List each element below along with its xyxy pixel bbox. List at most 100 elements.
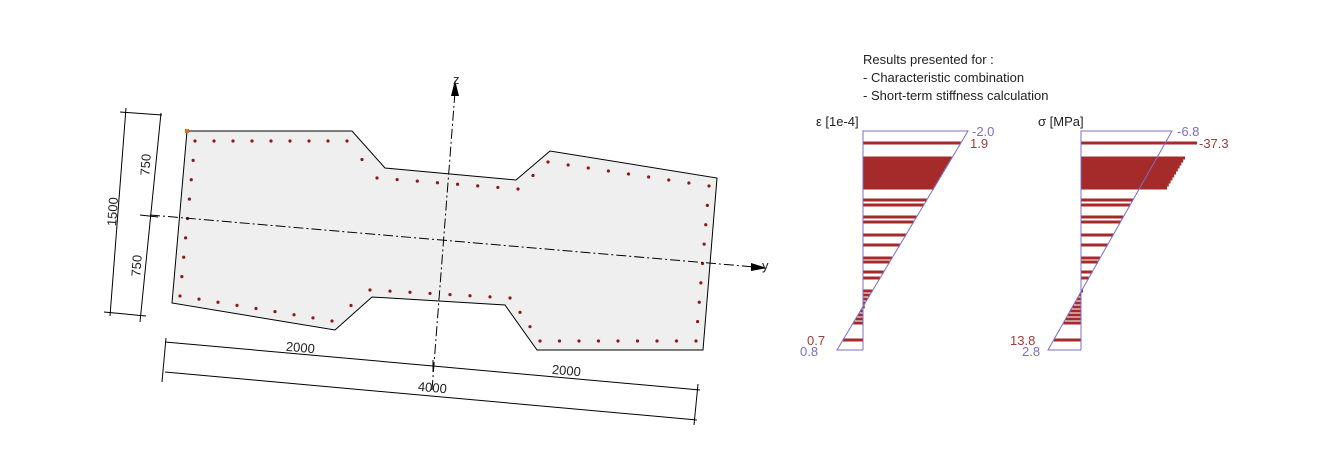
rebar	[606, 169, 610, 173]
dimension-label: 4000	[417, 379, 447, 396]
rebar	[180, 275, 184, 279]
results-line: - Short-term stiffness calculation	[863, 88, 1048, 103]
stress-bar	[1053, 338, 1081, 342]
rebar	[189, 178, 193, 182]
rebar	[250, 139, 254, 143]
stress-bar	[1067, 313, 1081, 317]
stress-bar	[1063, 321, 1081, 325]
rebar	[667, 178, 671, 182]
strain-bar	[863, 270, 884, 274]
strain-bar	[863, 186, 934, 190]
value-label: -6.8	[1177, 124, 1199, 139]
stress-bar	[1081, 256, 1101, 260]
rebar	[292, 313, 296, 317]
stress-bar	[1065, 317, 1081, 321]
strain-bar	[863, 293, 870, 297]
rebar	[488, 295, 492, 299]
stress-bar	[1081, 203, 1131, 207]
axis-label: y	[762, 258, 769, 273]
rebar	[616, 339, 620, 343]
rebar	[508, 296, 512, 300]
rebar	[273, 310, 277, 314]
dimension-label: 2000	[285, 339, 315, 356]
stress-bar	[1081, 186, 1167, 190]
strain-bar	[863, 162, 949, 166]
rebar	[197, 297, 201, 301]
axes	[149, 91, 756, 391]
strain-bar	[862, 305, 865, 309]
rebar	[326, 139, 330, 143]
strain-bar	[863, 243, 900, 247]
rebar	[455, 182, 460, 186]
stress-bar	[1081, 233, 1114, 237]
diagram-label: σ [MPa]	[1038, 114, 1084, 129]
rebar	[288, 139, 292, 143]
rebar	[191, 158, 195, 162]
value-label: 13.8	[1010, 333, 1035, 348]
rebar	[330, 319, 334, 323]
stress-bar	[1079, 293, 1082, 297]
rebar	[635, 339, 640, 343]
rebar	[388, 289, 392, 293]
rebar	[307, 139, 311, 143]
y-axis	[149, 214, 756, 268]
stress-bar	[1076, 297, 1081, 301]
strain-bar	[863, 301, 866, 305]
strain-bar	[863, 159, 951, 163]
rebar	[349, 303, 353, 308]
rebar	[516, 187, 520, 191]
stress-bar	[1070, 309, 1081, 313]
stress-bar	[1081, 198, 1133, 202]
strain-bar	[863, 168, 945, 172]
stress-bar	[1081, 174, 1175, 178]
stress-bar	[1081, 289, 1083, 293]
strain-bar	[843, 338, 863, 342]
stress-bar	[1081, 270, 1093, 274]
rebar	[586, 166, 590, 170]
rebar	[375, 176, 379, 180]
rebar	[395, 177, 399, 182]
stress-bar	[1072, 305, 1081, 309]
strain-bar	[863, 183, 936, 187]
strain-bar	[863, 156, 952, 160]
strain-bar	[855, 317, 863, 321]
strain-bar	[863, 233, 906, 237]
strain-bar	[863, 276, 881, 280]
strain-bar	[863, 177, 940, 181]
rebar	[311, 316, 315, 320]
rebar	[368, 288, 372, 292]
value-label: -37.3	[1199, 136, 1229, 151]
stress-bar	[1081, 171, 1176, 175]
rebar	[531, 173, 535, 178]
rebar	[707, 184, 711, 188]
rebar	[655, 339, 659, 343]
results-heading: Results presented for :	[863, 52, 994, 67]
rebar	[428, 291, 432, 296]
stress-bar	[1081, 168, 1178, 172]
value-label: 2.8	[1022, 344, 1040, 359]
strain-bar	[863, 180, 938, 184]
stress-bar	[1081, 220, 1121, 224]
strain-bar	[863, 198, 927, 202]
axis-label: z	[453, 72, 460, 87]
result-bars	[843, 141, 1197, 342]
y-arrow	[751, 263, 767, 271]
rebars	[178, 139, 711, 343]
rebar	[496, 185, 500, 190]
rebar	[254, 306, 258, 311]
strain-bar	[857, 313, 863, 317]
value-label: 0.8	[800, 344, 818, 359]
strain-bar	[863, 220, 914, 224]
rebar	[702, 242, 706, 246]
rebar	[647, 175, 651, 179]
rebar	[193, 139, 197, 143]
stress-bar	[1081, 159, 1184, 163]
dimension-label: 750	[137, 153, 153, 176]
rebar	[468, 294, 472, 298]
stress-bar	[1081, 215, 1124, 219]
dimension-label: 2000	[551, 362, 581, 379]
rebar	[704, 223, 708, 227]
rebar	[415, 179, 419, 183]
strain-bar	[863, 203, 924, 207]
